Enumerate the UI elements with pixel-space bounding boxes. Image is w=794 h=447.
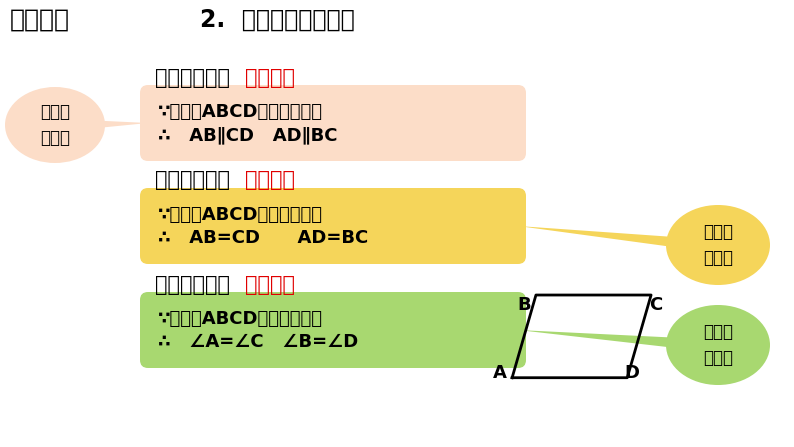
Text: C: C (649, 296, 663, 314)
Text: 平行四边形的: 平行四边形的 (155, 170, 230, 190)
Text: A: A (493, 364, 507, 382)
Text: 平行四边形的: 平行四边形的 (155, 275, 230, 295)
Text: ∵四边形ABCD是平行四边形: ∵四边形ABCD是平行四边形 (158, 103, 323, 121)
Text: B: B (517, 296, 530, 314)
Text: 对边平行: 对边平行 (245, 68, 295, 88)
Text: 证两直
线平行: 证两直 线平行 (40, 103, 70, 147)
Text: 对角相等: 对角相等 (245, 275, 295, 295)
Text: 2.  平行四边形的性质: 2. 平行四边形的性质 (200, 8, 355, 32)
Text: ∴   AB∥CD   AD∥BC: ∴ AB∥CD AD∥BC (158, 126, 337, 144)
FancyBboxPatch shape (140, 292, 526, 368)
Ellipse shape (666, 205, 770, 285)
Ellipse shape (666, 305, 770, 385)
Text: ∵四边形ABCD是平行四边形: ∵四边形ABCD是平行四边形 (158, 310, 323, 328)
Polygon shape (518, 226, 703, 251)
Text: ∴   ∠A=∠C   ∠B=∠D: ∴ ∠A=∠C ∠B=∠D (158, 333, 358, 351)
Text: 平行四边形的: 平行四边形的 (155, 68, 230, 88)
FancyBboxPatch shape (140, 188, 526, 264)
Text: 证两线
段相等: 证两线 段相等 (703, 223, 733, 267)
Polygon shape (70, 119, 148, 131)
Ellipse shape (5, 87, 105, 163)
Text: 对边相等: 对边相等 (245, 170, 295, 190)
FancyBboxPatch shape (140, 85, 526, 161)
Polygon shape (518, 330, 703, 351)
Text: 证两个
角相等: 证两个 角相等 (703, 323, 733, 367)
Text: ∴   AB=CD      AD=BC: ∴ AB=CD AD=BC (158, 229, 368, 247)
Text: 学习新知: 学习新知 (10, 8, 70, 32)
Text: D: D (625, 364, 640, 382)
Text: ∵四边形ABCD是平行四边形: ∵四边形ABCD是平行四边形 (158, 206, 323, 224)
